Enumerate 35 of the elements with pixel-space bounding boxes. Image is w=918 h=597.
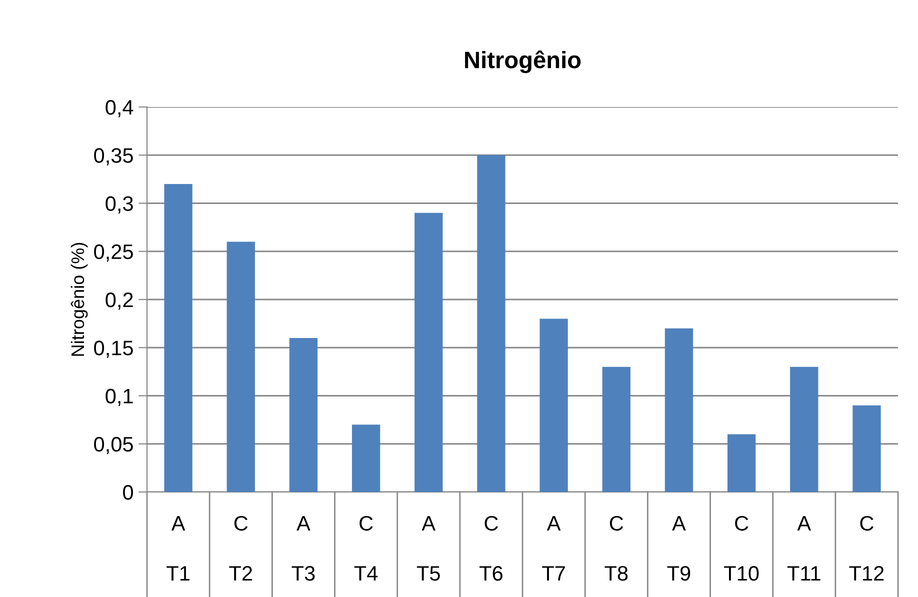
bar — [226, 242, 255, 492]
bar — [164, 184, 192, 492]
category-label: C T10 — [724, 516, 759, 581]
category-label: C T12 — [849, 516, 884, 581]
bar — [540, 318, 568, 492]
y-tick-label: 0,4 — [106, 100, 134, 118]
bar — [352, 424, 380, 492]
chart-title: Nitrogênio — [465, 50, 581, 74]
y-tick-label: 0,05 — [94, 436, 133, 454]
bar — [664, 328, 694, 492]
bar — [790, 366, 818, 492]
category-label: C T4 — [354, 516, 378, 581]
bar — [477, 155, 506, 492]
bar — [414, 212, 443, 492]
y-tick-label: 0,3 — [106, 196, 133, 214]
y-tick-label: 0,1 — [106, 388, 133, 406]
y-tick-label: 0,15 — [94, 340, 133, 358]
category-label: A T1 — [166, 516, 190, 581]
bar — [852, 405, 881, 492]
y-tick-label: 0,35 — [94, 148, 133, 166]
category-label: C T8 — [604, 516, 628, 581]
category-label: A T5 — [416, 516, 440, 581]
category-label: A T11 — [787, 516, 820, 581]
y-tick-label: 0,2 — [106, 292, 133, 310]
category-label: C T2 — [229, 516, 252, 581]
y-axis-title: Nitrogênio (%) — [70, 242, 88, 356]
bar — [602, 366, 630, 492]
bar — [727, 434, 756, 492]
category-label: A T9 — [667, 516, 690, 581]
y-tick-label: 0 — [123, 485, 133, 500]
category-label: C T6 — [480, 516, 502, 581]
category-label: A T7 — [542, 516, 565, 581]
category-label: A T3 — [292, 516, 315, 581]
y-tick-label: 0,25 — [94, 244, 133, 262]
bar — [289, 338, 318, 492]
